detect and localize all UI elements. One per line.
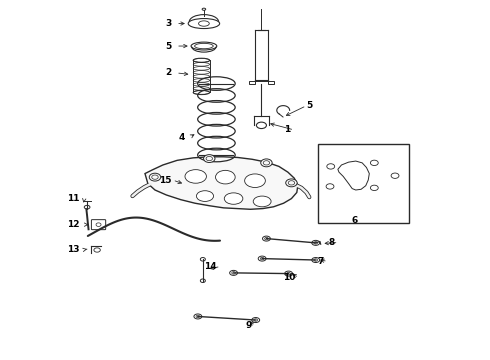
Ellipse shape bbox=[149, 173, 161, 181]
Ellipse shape bbox=[194, 314, 202, 319]
Ellipse shape bbox=[185, 170, 206, 183]
Text: 11: 11 bbox=[68, 194, 80, 203]
Ellipse shape bbox=[285, 271, 293, 276]
Text: 6: 6 bbox=[352, 216, 358, 225]
Polygon shape bbox=[145, 157, 298, 209]
Ellipse shape bbox=[312, 240, 319, 246]
Text: 9: 9 bbox=[245, 321, 251, 330]
Ellipse shape bbox=[312, 257, 319, 262]
Text: 10: 10 bbox=[283, 273, 295, 282]
Text: 2: 2 bbox=[166, 68, 172, 77]
Text: 7: 7 bbox=[317, 257, 323, 266]
Text: 13: 13 bbox=[68, 245, 80, 254]
Text: 5: 5 bbox=[306, 101, 313, 110]
Ellipse shape bbox=[252, 318, 260, 323]
Text: 15: 15 bbox=[159, 176, 172, 185]
Ellipse shape bbox=[286, 179, 297, 187]
Ellipse shape bbox=[230, 270, 238, 275]
Ellipse shape bbox=[258, 256, 266, 261]
Ellipse shape bbox=[245, 174, 266, 188]
Ellipse shape bbox=[261, 159, 272, 167]
Ellipse shape bbox=[203, 155, 215, 162]
Text: 4: 4 bbox=[179, 132, 185, 141]
Ellipse shape bbox=[263, 236, 270, 241]
Text: 8: 8 bbox=[328, 238, 334, 247]
Ellipse shape bbox=[216, 170, 235, 184]
Ellipse shape bbox=[253, 196, 271, 207]
Text: 5: 5 bbox=[166, 41, 172, 50]
Ellipse shape bbox=[224, 193, 243, 204]
Ellipse shape bbox=[196, 191, 214, 202]
Text: 3: 3 bbox=[166, 19, 172, 28]
Text: 1: 1 bbox=[284, 126, 290, 135]
Text: 14: 14 bbox=[204, 262, 217, 271]
Text: 12: 12 bbox=[68, 220, 80, 229]
